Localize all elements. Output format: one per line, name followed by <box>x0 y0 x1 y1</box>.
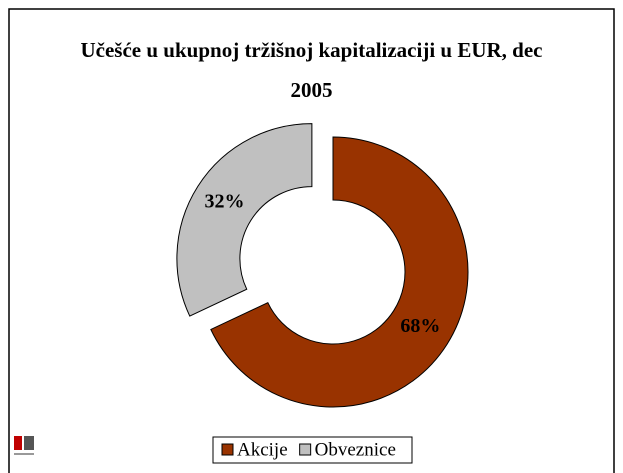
data-label: 32% <box>205 191 245 213</box>
donut-segment <box>210 136 469 408</box>
data-label: 68% <box>400 315 440 337</box>
donut-segment <box>176 123 313 317</box>
legend-swatch <box>221 443 234 456</box>
legend-swatch <box>299 443 312 456</box>
frame <box>8 8 615 473</box>
legend-box <box>212 436 413 464</box>
legend-label: Akcije <box>237 439 288 460</box>
legend-label: Obveznice <box>315 439 396 460</box>
logo <box>14 436 34 455</box>
chart-title: Učešće u ukupnoj tržišnoj kapitalizaciji… <box>80 38 543 102</box>
